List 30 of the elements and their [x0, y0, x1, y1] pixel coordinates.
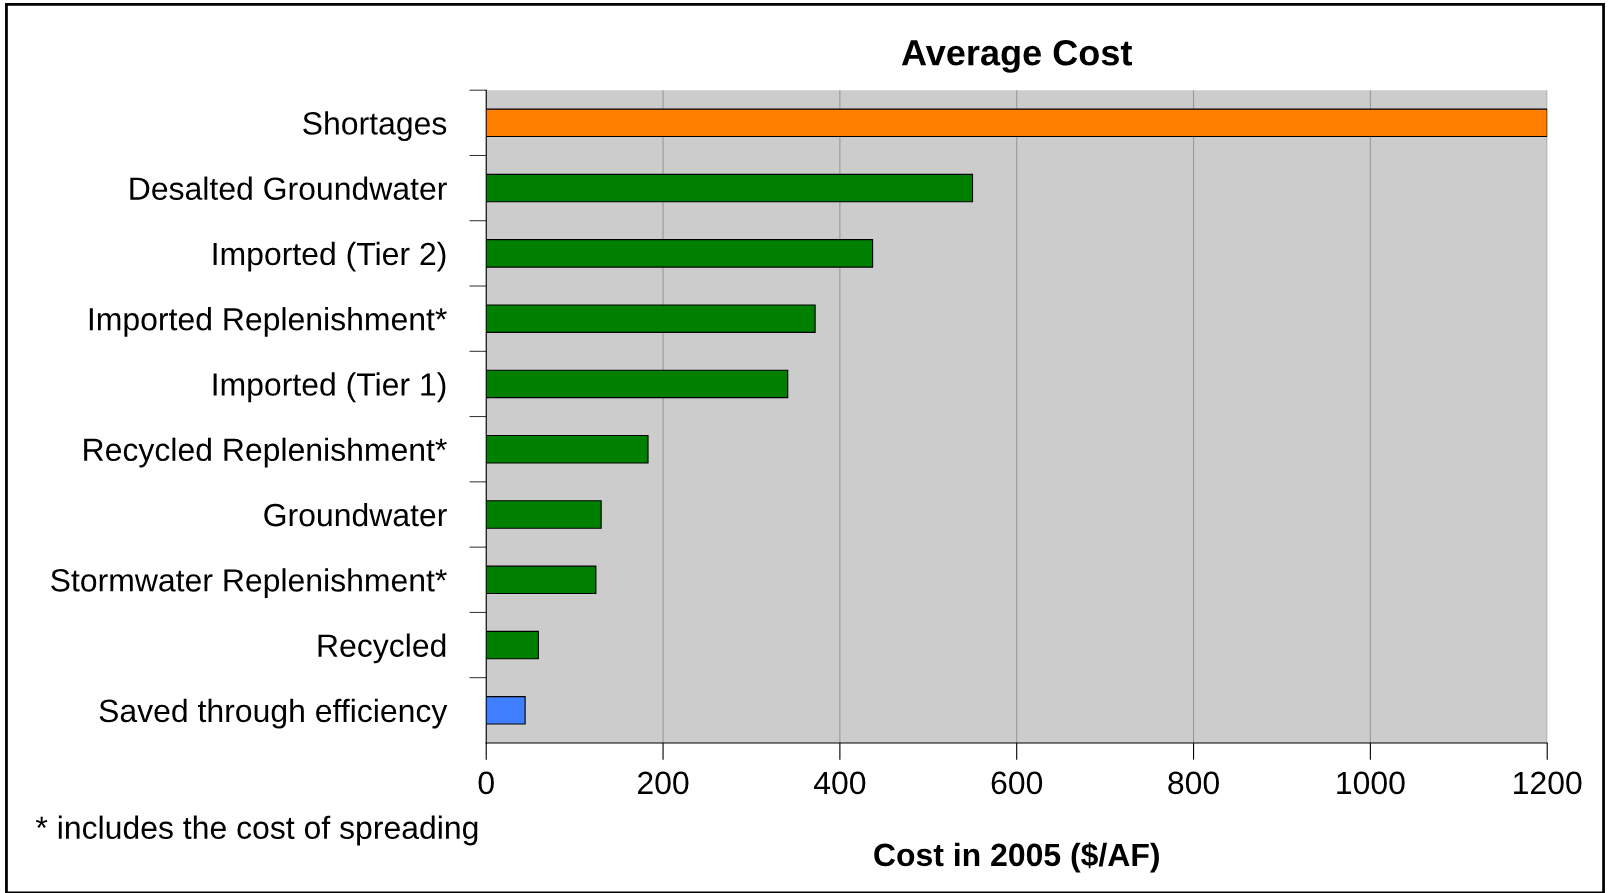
- x-tick-label: 200: [638, 771, 689, 795]
- bar: [486, 239, 874, 268]
- y-tick-label: Shortages: [303, 111, 447, 142]
- y-tick-label: Imported (Tier 1): [213, 372, 446, 403]
- x-tick-label: 0: [478, 771, 494, 795]
- x-tick-label: 1200: [1514, 771, 1582, 795]
- bar: [486, 304, 816, 333]
- bar: [486, 108, 1548, 138]
- y-tick-label: Imported Replenishment*: [89, 307, 447, 337]
- x-axis-title: Cost in 2005 ($/AF): [874, 842, 1159, 873]
- y-tick-label: Saved through efficiency: [99, 698, 448, 729]
- bar: [486, 369, 789, 399]
- y-tick-label: Stormwater Replenishment*: [51, 568, 447, 598]
- x-tick-label: 600: [991, 771, 1043, 795]
- x-tick-label: 800: [1168, 771, 1219, 795]
- bar: [486, 434, 649, 464]
- y-tick-label: Recycled: [318, 633, 446, 664]
- bar: [486, 565, 597, 595]
- x-tick-label: 400: [813, 771, 866, 795]
- bar: [486, 500, 602, 529]
- bar: [486, 173, 974, 203]
- y-tick-label: Recycled Replenishment*: [84, 437, 447, 468]
- x-tick-label: 1000: [1337, 771, 1405, 795]
- bar: [486, 630, 539, 660]
- text: * includes the cost of spreading: [35, 815, 478, 846]
- y-tick-label: Groundwater: [264, 502, 447, 527]
- bar: [486, 696, 526, 725]
- chart-title: Average Cost: [901, 39, 1132, 73]
- y-tick-label: Imported (Tier 2): [213, 241, 446, 272]
- y-tick-label: Desalted Groundwater: [130, 176, 447, 200]
